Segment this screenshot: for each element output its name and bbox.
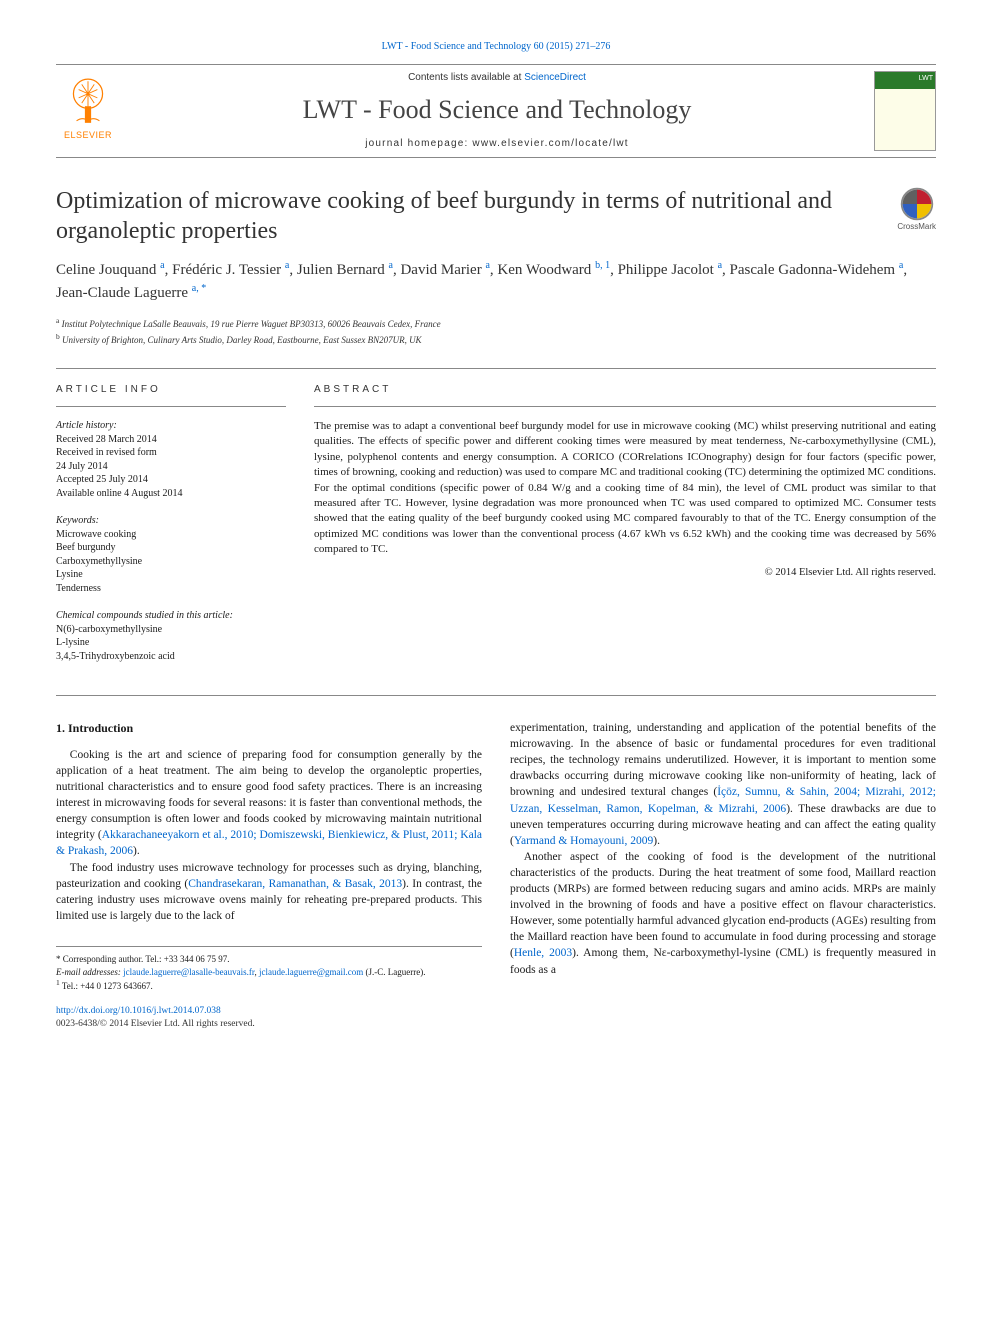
elsevier-wordmark: ELSEVIER	[64, 129, 112, 141]
article-citation-line: LWT - Food Science and Technology 60 (20…	[56, 40, 936, 54]
keywords-block: Keywords: Microwave cooking Beef burgund…	[56, 514, 286, 595]
citation-link[interactable]: Henle, 2003	[514, 947, 572, 959]
body-column-left: 1. Introduction Cooking is the art and s…	[56, 720, 482, 993]
body-column-right: experimentation, training, understanding…	[510, 720, 936, 993]
email-person: (J.-C. Laguerre).	[363, 967, 425, 977]
history-line: Accepted 25 July 2014	[56, 473, 286, 487]
crossmark-label: CrossMark	[897, 222, 936, 233]
compound: N(6)-carboxymethyllysine	[56, 623, 286, 637]
email-label: E-mail addresses:	[56, 967, 121, 977]
intro-paragraph-1: Cooking is the art and science of prepar…	[56, 747, 482, 860]
doi-link[interactable]: http://dx.doi.org/10.1016/j.lwt.2014.07.…	[56, 1006, 221, 1016]
history-label: Article history:	[56, 419, 286, 433]
contents-prefix: Contents lists available at	[408, 72, 524, 83]
citation-link[interactable]: LWT - Food Science and Technology 60 (20…	[382, 41, 611, 52]
compounds-label: Chemical compounds studied in this artic…	[56, 609, 286, 623]
abstract-panel: ABSTRACT The premise was to adapt a conv…	[314, 383, 936, 678]
citation-link[interactable]: Yarmand & Homayouni, 2009	[514, 835, 653, 847]
affiliations: a Institut Polytechnique LaSalle Beauvai…	[56, 315, 936, 348]
keyword: Lysine	[56, 568, 286, 582]
header-center: Contents lists available at ScienceDirec…	[120, 71, 874, 151]
email-line: E-mail addresses: jclaude.laguerre@lasal…	[56, 966, 482, 979]
journal-header: ELSEVIER Contents lists available at Sci…	[56, 64, 936, 158]
journal-homepage: journal homepage: www.elsevier.com/locat…	[120, 137, 874, 151]
section-heading-introduction: 1. Introduction	[56, 720, 482, 737]
keyword: Tenderness	[56, 582, 286, 596]
article-info-heading: ARTICLE INFO	[56, 383, 286, 408]
citation-link[interactable]: Chandrasekaran, Ramanathan, & Basak, 201…	[188, 878, 402, 890]
crossmark-icon	[899, 186, 935, 222]
abstract-text: The premise was to adapt a conventional …	[314, 419, 936, 558]
keyword: Carboxymethyllysine	[56, 555, 286, 569]
corresponding-author-note: * Corresponding author. Tel.: +33 344 06…	[56, 953, 482, 966]
title-row: Optimization of microwave cooking of bee…	[56, 186, 936, 258]
keyword: Beef burgundy	[56, 541, 286, 555]
article-history-block: Article history: Received 28 March 2014 …	[56, 419, 286, 500]
abstract-copyright: © 2014 Elsevier Ltd. All rights reserved…	[314, 566, 936, 580]
footnotes: * Corresponding author. Tel.: +33 344 06…	[56, 946, 482, 993]
elsevier-tree-icon	[62, 75, 114, 127]
compound: 3,4,5-Trihydroxybenzoic acid	[56, 650, 286, 664]
compound: L-lysine	[56, 636, 286, 650]
email-link-2[interactable]: jclaude.laguerre@gmail.com	[259, 967, 363, 977]
footnote-1: 1 Tel.: +44 0 1273 643667.	[56, 978, 482, 993]
keywords-label: Keywords:	[56, 514, 286, 528]
cover-title: LWT	[877, 74, 933, 83]
body-columns: 1. Introduction Cooking is the art and s…	[56, 720, 936, 993]
article-title: Optimization of microwave cooking of bee…	[56, 186, 885, 246]
keyword: Microwave cooking	[56, 528, 286, 542]
journal-name: LWT - Food Science and Technology	[120, 92, 874, 127]
citation-link[interactable]: Akkarachaneeyakorn et al., 2010; Domisze…	[56, 829, 482, 857]
sciencedirect-link[interactable]: ScienceDirect	[524, 72, 586, 83]
journal-cover-thumbnail[interactable]: LWT	[874, 71, 936, 151]
intro-paragraph-2-cont: experimentation, training, understanding…	[510, 720, 936, 849]
doi-line: http://dx.doi.org/10.1016/j.lwt.2014.07.…	[56, 1005, 936, 1018]
compounds-block: Chemical compounds studied in this artic…	[56, 609, 286, 663]
info-abstract-row: ARTICLE INFO Article history: Received 2…	[56, 368, 936, 697]
contents-available-line: Contents lists available at ScienceDirec…	[120, 71, 874, 85]
intro-paragraph-3: Another aspect of the cooking of food is…	[510, 849, 936, 978]
intro-paragraph-2: The food industry uses microwave technol…	[56, 860, 482, 924]
elsevier-logo[interactable]: ELSEVIER	[56, 75, 120, 147]
article-info-panel: ARTICLE INFO Article history: Received 2…	[56, 383, 286, 678]
email-link-1[interactable]: jclaude.laguerre@lasalle-beauvais.fr	[123, 967, 254, 977]
author-list: Celine Jouquand a, Frédéric J. Tessier a…	[56, 258, 936, 305]
crossmark-badge[interactable]: CrossMark	[897, 186, 936, 233]
history-line: Received 28 March 2014	[56, 433, 286, 447]
affiliation-a: a Institut Polytechnique LaSalle Beauvai…	[56, 315, 936, 332]
abstract-heading: ABSTRACT	[314, 383, 936, 408]
issn-copyright-line: 0023-6438/© 2014 Elsevier Ltd. All right…	[56, 1018, 936, 1031]
publisher-logo-block: ELSEVIER	[56, 75, 120, 147]
history-line: 24 July 2014	[56, 460, 286, 474]
history-line: Available online 4 August 2014	[56, 487, 286, 501]
affiliation-b: b University of Brighton, Culinary Arts …	[56, 331, 936, 348]
history-line: Received in revised form	[56, 446, 286, 460]
